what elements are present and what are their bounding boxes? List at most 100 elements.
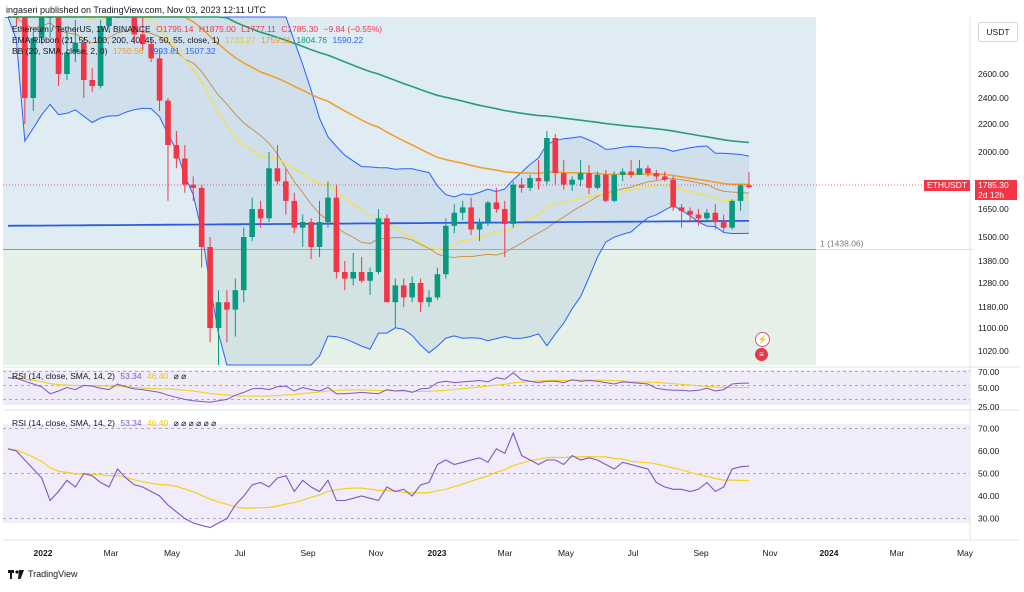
- candle-body[interactable]: [417, 283, 424, 303]
- candle-body[interactable]: [560, 173, 567, 185]
- candle-body[interactable]: [156, 58, 163, 101]
- candle-body[interactable]: [443, 225, 449, 275]
- candle-body[interactable]: [165, 100, 171, 145]
- candle-body[interactable]: [333, 197, 340, 272]
- candle-body[interactable]: [451, 212, 458, 226]
- candle-body[interactable]: [628, 171, 634, 175]
- candle-body[interactable]: [577, 173, 584, 180]
- candle-body[interactable]: [224, 302, 230, 310]
- bb-value-basis: 1750.56: [112, 46, 144, 56]
- candle-body[interactable]: [207, 247, 213, 328]
- candle-body[interactable]: [678, 207, 685, 211]
- candle-body[interactable]: [544, 138, 550, 182]
- candle-body[interactable]: [47, 17, 53, 18]
- candle-body[interactable]: [712, 212, 719, 223]
- candle-body[interactable]: [5, 17, 11, 18]
- candle-body[interactable]: [350, 272, 357, 279]
- candle-body[interactable]: [182, 158, 188, 185]
- candle-body[interactable]: [240, 237, 247, 291]
- candle-body[interactable]: [215, 302, 222, 328]
- candle-body[interactable]: [232, 290, 239, 310]
- currency-selector[interactable]: USDT: [978, 22, 1018, 42]
- candle-body[interactable]: [283, 181, 289, 201]
- candle-body[interactable]: [392, 285, 399, 303]
- candle-body[interactable]: [148, 44, 154, 59]
- candle-body[interactable]: [720, 222, 727, 228]
- candle-body[interactable]: [611, 174, 618, 201]
- candle-body[interactable]: [645, 168, 651, 174]
- candle-body[interactable]: [552, 138, 559, 174]
- candle-body[interactable]: [173, 145, 180, 159]
- candle-body[interactable]: [358, 272, 365, 281]
- candle-body[interactable]: [257, 209, 264, 219]
- candle-body[interactable]: [476, 222, 483, 230]
- candle-body[interactable]: [729, 200, 735, 228]
- rsi1-icons[interactable]: ⌀ ⌀: [173, 371, 187, 381]
- candle-body[interactable]: [274, 168, 281, 182]
- candle-body[interactable]: [190, 184, 197, 188]
- candle-body[interactable]: [13, 17, 20, 18]
- candle-body[interactable]: [316, 222, 323, 247]
- rsi2-tick-label: 50.00: [978, 469, 1000, 479]
- tradingview-logo-icon: [8, 569, 24, 579]
- candle-body[interactable]: [266, 168, 272, 219]
- candle-body[interactable]: [139, 34, 146, 44]
- candle-body[interactable]: [670, 179, 676, 208]
- candle-body[interactable]: [106, 17, 112, 26]
- candle-body[interactable]: [198, 187, 205, 247]
- candle-body[interactable]: [30, 38, 37, 98]
- candle-body[interactable]: [527, 178, 533, 188]
- candle-body[interactable]: [308, 222, 314, 247]
- candle-body[interactable]: [535, 178, 542, 182]
- candle-body[interactable]: [384, 218, 390, 303]
- candle-body[interactable]: [367, 272, 373, 281]
- candle-body[interactable]: [569, 179, 575, 185]
- candle-body[interactable]: [501, 209, 508, 224]
- candle-body[interactable]: [459, 207, 466, 213]
- candle-body[interactable]: [299, 222, 306, 228]
- candle-body[interactable]: [619, 171, 626, 175]
- candle-body[interactable]: [72, 42, 79, 53]
- price-tick-label: 1180.00: [978, 302, 1008, 312]
- candle-body[interactable]: [661, 176, 668, 180]
- candle-body[interactable]: [636, 168, 643, 175]
- candle-body[interactable]: [653, 173, 660, 177]
- candle-body[interactable]: [131, 17, 138, 35]
- candle-body[interactable]: [22, 17, 28, 98]
- candle-body[interactable]: [80, 42, 87, 80]
- candle-body[interactable]: [38, 17, 45, 38]
- candle-body[interactable]: [493, 202, 500, 209]
- candle-body[interactable]: [114, 17, 121, 18]
- candle-body[interactable]: [746, 185, 752, 187]
- us-flag-event-icon[interactable]: ≡: [755, 348, 768, 361]
- candle-body[interactable]: [518, 184, 525, 188]
- flash-event-icon[interactable]: ⚡: [755, 332, 770, 347]
- candle-body[interactable]: [485, 202, 491, 223]
- candle-body[interactable]: [64, 52, 70, 74]
- candle-body[interactable]: [55, 17, 62, 74]
- candle-body[interactable]: [603, 174, 609, 201]
- candle-body[interactable]: [434, 274, 441, 298]
- candle-body[interactable]: [468, 207, 474, 230]
- candle-body[interactable]: [342, 272, 348, 279]
- candle-body[interactable]: [89, 80, 95, 86]
- candle-body[interactable]: [375, 218, 382, 272]
- candle-body[interactable]: [426, 297, 432, 303]
- rsi1-legend-label: RSI (14, close, SMA, 14, 2): [12, 371, 115, 381]
- candle-body[interactable]: [737, 185, 744, 201]
- candle-body[interactable]: [704, 212, 710, 219]
- candle-body[interactable]: [586, 173, 592, 188]
- candle-body[interactable]: [291, 200, 298, 228]
- candle-body[interactable]: [325, 197, 331, 223]
- candle-body[interactable]: [249, 209, 255, 237]
- candle-body[interactable]: [510, 184, 516, 224]
- candle-body[interactable]: [695, 214, 702, 219]
- candle-body[interactable]: [123, 17, 129, 18]
- candle-body[interactable]: [687, 210, 693, 215]
- rsi2-icons[interactable]: ⌀ ⌀ ⌀ ⌀ ⌀ ⌀: [173, 418, 217, 428]
- candle-body[interactable]: [400, 285, 407, 298]
- candle-body[interactable]: [409, 283, 415, 298]
- candle-body[interactable]: [97, 26, 104, 86]
- candle-body[interactable]: [594, 174, 601, 188]
